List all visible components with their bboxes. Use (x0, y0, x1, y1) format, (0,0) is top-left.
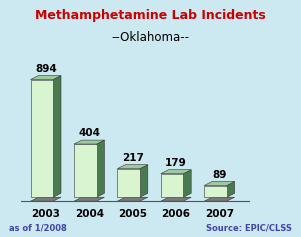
Polygon shape (204, 197, 234, 201)
Polygon shape (117, 165, 148, 169)
Bar (74, 144, 97, 197)
Bar (117, 169, 140, 197)
Text: 894: 894 (35, 64, 57, 74)
Polygon shape (140, 165, 148, 197)
Polygon shape (97, 140, 104, 197)
Text: as of 1/2008: as of 1/2008 (9, 223, 67, 232)
Text: Source: EPIC/CLSS: Source: EPIC/CLSS (206, 223, 292, 232)
Text: 217: 217 (122, 153, 144, 163)
Polygon shape (161, 170, 191, 174)
Text: 179: 179 (165, 158, 187, 168)
Polygon shape (204, 182, 234, 186)
Polygon shape (74, 197, 104, 201)
Text: --Oklahoma--: --Oklahoma-- (111, 31, 190, 44)
Bar (31, 80, 53, 197)
Text: Methamphetamine Lab Incidents: Methamphetamine Lab Incidents (35, 9, 266, 23)
Polygon shape (117, 197, 148, 201)
Polygon shape (31, 76, 61, 80)
Polygon shape (183, 170, 191, 197)
Polygon shape (227, 182, 234, 197)
Text: 404: 404 (78, 128, 100, 138)
Polygon shape (161, 197, 191, 201)
Bar (204, 186, 227, 197)
Text: 89: 89 (212, 170, 227, 180)
Bar (161, 174, 183, 197)
Polygon shape (74, 140, 104, 144)
Polygon shape (31, 197, 61, 201)
Polygon shape (53, 76, 61, 197)
